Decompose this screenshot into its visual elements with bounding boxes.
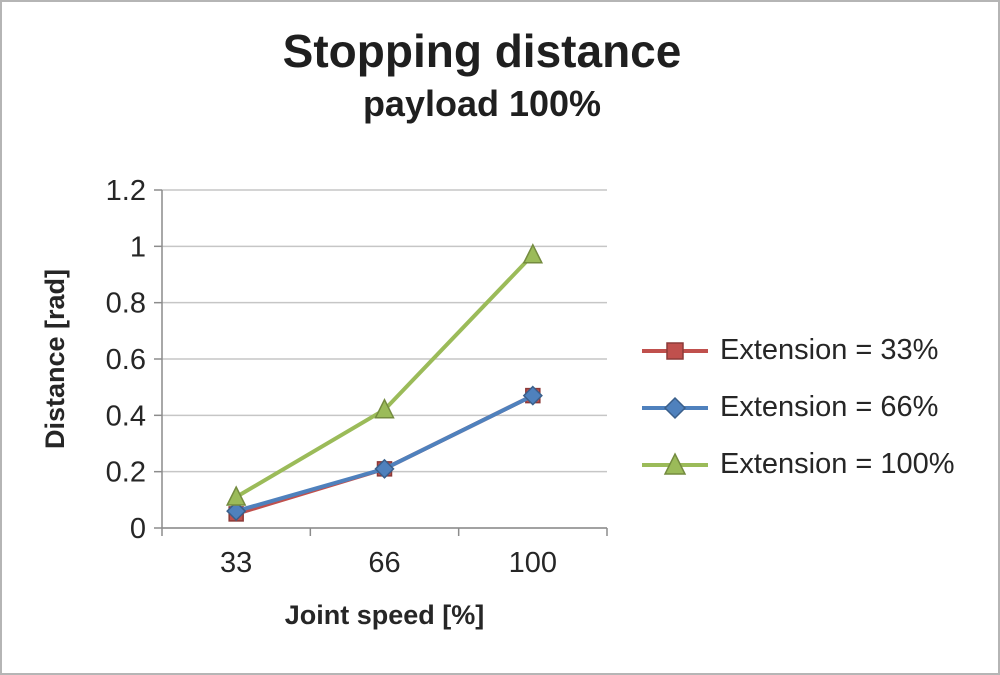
- y-tick-label: 0: [130, 513, 146, 545]
- legend-marker-diamond: [663, 396, 687, 419]
- chart-title-block: Stopping distance payload 100%: [2, 26, 962, 125]
- x-tick-label: 33: [220, 547, 252, 579]
- legend-marker-triangle: [663, 451, 687, 475]
- x-tick-label: 66: [368, 547, 400, 579]
- legend-item: Extension = 66%: [642, 391, 955, 424]
- chart-subtitle: payload 100%: [362, 82, 602, 124]
- plot-area: 0 0.2 0.4 0.6 0.8 1 1.2 33 66 100 Distance [rad] Jo…: [40, 175, 608, 630]
- legend: Extension = 33% Extension = 66% Extension …: [642, 334, 955, 481]
- legend-item: Extension = 100%: [642, 448, 955, 481]
- legend-label: Extension = 33%: [720, 334, 939, 366]
- y-tick-label: 0.8: [106, 288, 146, 320]
- chart-title: Stopping distance: [282, 25, 682, 77]
- x-tick-label: 100: [509, 547, 557, 579]
- series-marker-triangle: [374, 398, 395, 419]
- series-marker-triangle: [225, 485, 247, 506]
- series-marker-diamond: [226, 501, 247, 522]
- y-tick-label: 0.4: [106, 400, 146, 432]
- x-axis-title: Joint speed [%]: [285, 600, 485, 630]
- y-tick-label: 1.2: [106, 175, 146, 207]
- legend-sample-diamond: [642, 396, 708, 419]
- y-tick-label: 0.6: [106, 344, 146, 376]
- series-marker-diamond: [374, 458, 395, 479]
- series-marker-triangle: [522, 243, 544, 264]
- legend-sample-square: [642, 341, 708, 360]
- series-marker-diamond: [522, 385, 543, 406]
- legend-sample-triangle: [642, 451, 708, 475]
- y-tick-label: 0.2: [106, 457, 146, 489]
- legend-label: Extension = 100%: [720, 448, 955, 480]
- legend-marker-square: [666, 341, 684, 360]
- legend-item: Extension = 33%: [642, 334, 955, 367]
- legend-label: Extension = 66%: [720, 391, 939, 423]
- y-axis-title: Distance [rad]: [40, 269, 70, 449]
- y-tick-label: 1: [130, 231, 146, 263]
